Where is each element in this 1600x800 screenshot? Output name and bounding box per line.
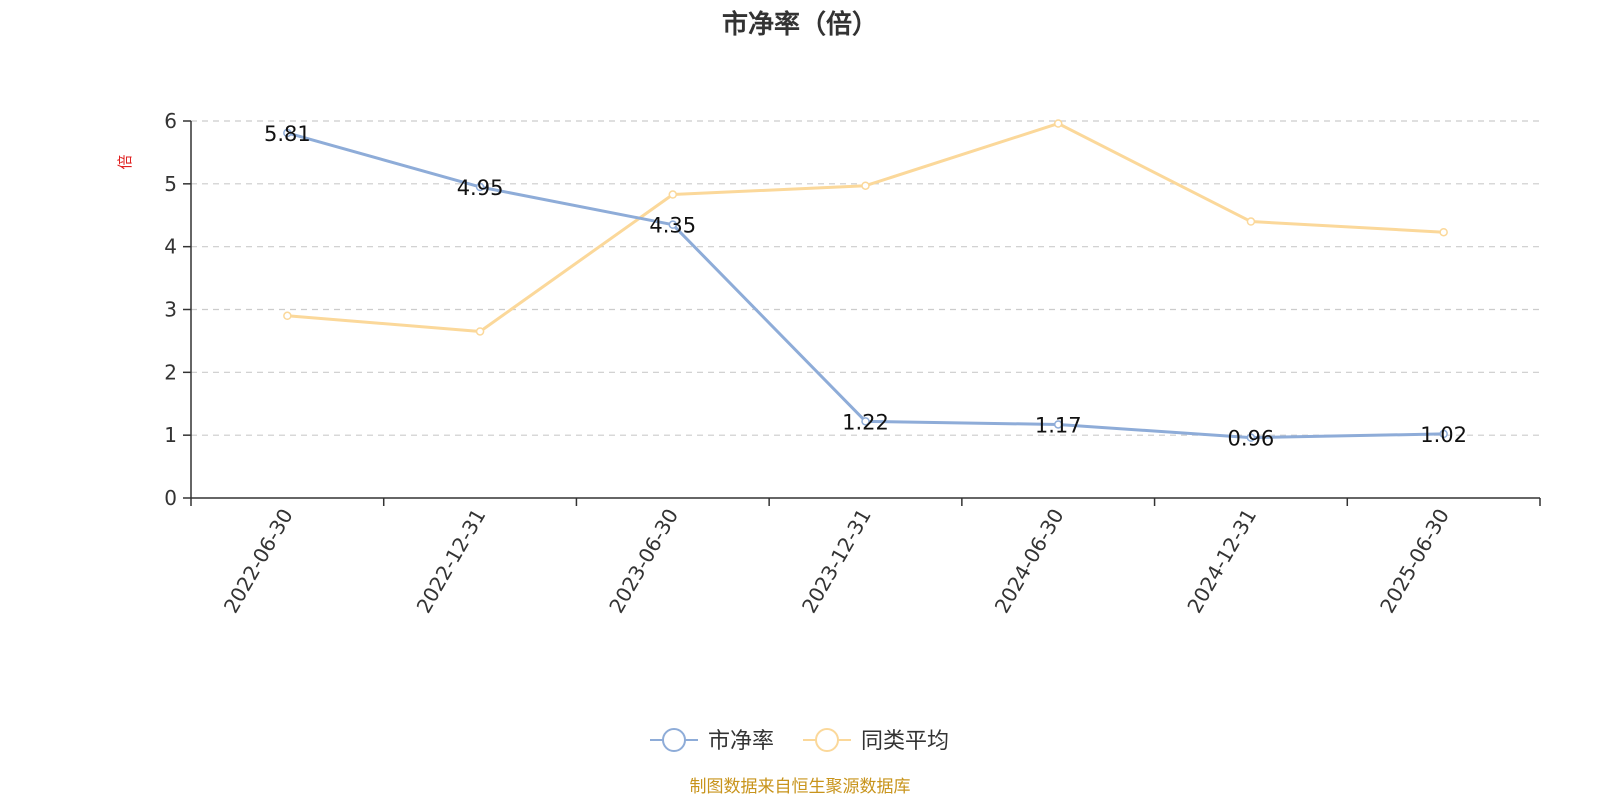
legend-item-peer-average[interactable]: 同类平均 (803, 728, 949, 754)
legend-marker-pb (662, 728, 686, 752)
x-tick-label: 2024-12-31 (1182, 505, 1261, 618)
data-label: 1.17 (1035, 413, 1082, 437)
data-point[interactable] (1246, 217, 1256, 226)
data-point[interactable] (283, 128, 292, 138)
x-tick-label: 2023-06-30 (604, 505, 683, 618)
y-tick-label: 0 (164, 486, 177, 510)
x-tick-label: 2022-12-31 (411, 504, 490, 617)
chart-title: 市净率（倍） (722, 9, 878, 40)
data-label: 4.95 (457, 176, 504, 200)
data-label: 1.02 (1420, 423, 1467, 447)
data-point[interactable] (1439, 429, 1448, 439)
data-point[interactable] (1439, 227, 1448, 237)
y-axis-unit-label: 倍 (116, 154, 134, 169)
data-label: 4.35 (649, 214, 696, 238)
series-line-peer-average (287, 122, 1444, 333)
data-point[interactable] (1053, 420, 1063, 429)
data-point[interactable] (475, 327, 485, 336)
series-lines (283, 119, 1448, 442)
y-tick-label: 3 (164, 298, 177, 322)
grid-lines (191, 120, 1540, 436)
x-tick-label: 2023-12-31 (797, 505, 876, 618)
legend[interactable]: 市净率 同类平均 (650, 728, 949, 754)
y-tick-label: 4 (164, 235, 177, 259)
data-label: 0.96 (1228, 427, 1275, 451)
data-point[interactable] (861, 417, 870, 426)
data-source-note: 制图数据来自恒生聚源数据库 (690, 777, 911, 797)
data-point[interactable] (1246, 433, 1256, 442)
data-point[interactable] (861, 181, 870, 190)
data-label: 1.22 (842, 410, 889, 434)
data-point[interactable] (475, 182, 485, 192)
data-point[interactable] (283, 311, 292, 321)
data-point[interactable] (668, 220, 678, 229)
data-label: 5.81 (264, 122, 311, 146)
y-tick-label: 6 (164, 109, 177, 133)
x-tick-label: 2025-06-30 (1375, 505, 1454, 618)
legend-item-pb[interactable]: 市净率 (650, 728, 774, 754)
legend-label-peer-average: 同类平均 (861, 729, 949, 754)
x-tick-label: 2022-06-30 (219, 505, 298, 618)
data-labels: 5.81 4.95 4.35 1.22 1.17 0.96 1.02 (264, 122, 1467, 451)
legend-label-pb: 市净率 (708, 729, 774, 754)
legend-marker-peer-average (815, 728, 839, 752)
y-tick-label: 2 (164, 360, 177, 384)
data-point[interactable] (668, 190, 678, 199)
y-tick-label: 5 (164, 172, 177, 196)
data-point[interactable] (1053, 119, 1063, 128)
y-tick-label: 1 (164, 423, 177, 447)
x-tick-label: 2024-06-30 (990, 505, 1069, 618)
